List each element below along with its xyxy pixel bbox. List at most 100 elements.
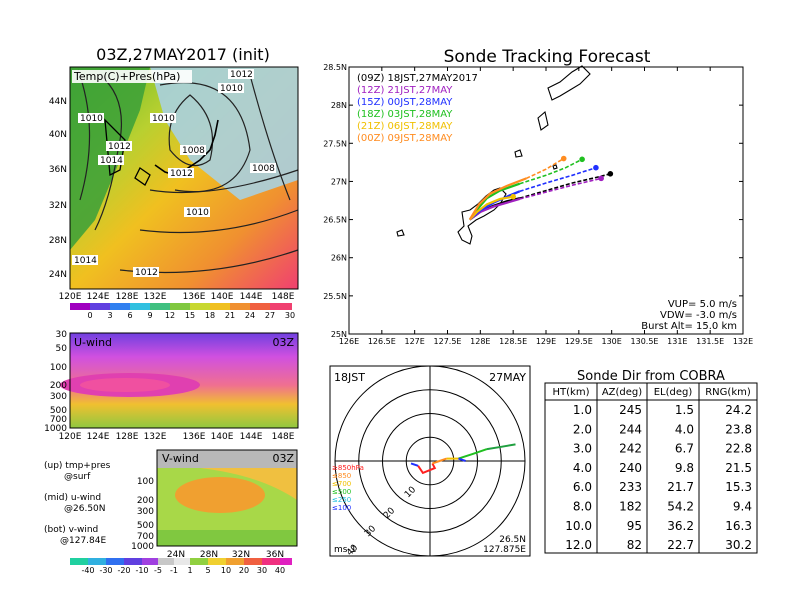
colorbar-tick: 12 [165,311,175,320]
colorbar-tick: 24 [245,311,255,320]
colorbar-tick: 6 [127,311,132,320]
table-cell: 10.0 [565,519,592,533]
polar-time: 18JST [334,371,365,384]
table-cell: 4.0 [675,422,694,436]
polar-unit: ms-1 [334,545,356,555]
pressure-legend-item: ≤700 [332,480,351,488]
legend-entry: (00Z) 09JST,28MAY [357,133,453,144]
track-line-dashed [519,166,597,193]
table-cell: 22.7 [667,538,694,552]
x-tick-label: 131E [667,337,687,346]
table-cell: 182 [619,500,642,514]
track-series [468,155,614,221]
pressure-legend: ≥850hPa ≤850 ≤700 ≤500 ≤250 ≤100 [332,464,364,512]
isobar-label: 1010 [80,114,103,124]
table-cell: 22.8 [725,442,752,456]
isobar-label: 1010 [152,114,175,124]
colorbar-tick: 21 [225,311,235,320]
table-cell: 9.4 [733,500,752,514]
lon-tick: 140E [211,432,234,442]
table-cell: 240 [619,461,642,475]
pressure-tick: 100 [50,363,67,373]
map-label: Temp(C)+Pres(hPa) [73,70,180,83]
pressure-tick: 200 [50,381,67,391]
lon-tick: 136E [183,292,206,302]
isobar-label: 1012 [108,142,131,152]
v-wind-time: 03Z [272,452,294,465]
y-tick-label: 26N [331,254,347,263]
note-line: (up) tmp+pres [44,461,111,471]
lon-tick: 124E [87,432,110,442]
hodograph-segment [410,462,419,467]
hodograph-segment [458,457,466,462]
track-endpoint [510,193,516,200]
note-line: @26.50N [64,504,106,514]
x-tick-label: 126E [339,337,359,346]
lat-tick: 24N [167,550,185,560]
x-tick-label: 128E [470,337,490,346]
wind-colorbar: -40 -30 -20 -10 -5 -1 1 5 10 20 30 40 [70,558,292,575]
temp-pressure-map: Temp(C)+Pres(hPa) 1012 1010 1010 1010 10… [49,66,299,302]
table-cell: 9.8 [675,461,694,475]
track-line-dashed [519,173,611,199]
lon-tick: 148E [272,292,295,302]
table-cell: 3.0 [573,442,592,456]
colorbar-tick: -1 [170,566,178,575]
polar-lon: 127.875E [483,545,526,555]
legend-entry: (21Z) 06JST,28MAY [357,121,453,132]
isobar-label: 1012 [230,70,253,80]
pressure-tick: 500 [137,521,154,531]
pressure-legend-item: ≤100 [332,504,351,512]
table-header: AZ(deg) [602,387,642,398]
lon-tick: 120E [59,432,82,442]
table-cell: 95 [627,519,642,533]
colorbar-tick: 0 [87,311,92,320]
track-legend: (09Z) 18JST,27MAY2017 (12Z) 21JST,27MAY … [357,73,478,144]
lon-tick: 124E [87,292,110,302]
colorbar-tick: 27 [265,311,275,320]
table-cell: 12.0 [565,538,592,552]
table-cell: 6.0 [573,480,592,494]
table-cell: 8.0 [573,500,592,514]
table-cell: 16.3 [725,519,752,533]
pressure-tick: 30 [56,330,68,340]
table-cell: 15.3 [725,480,752,494]
note-line: @127.84E [60,536,106,546]
table-cell: 2.0 [573,422,592,436]
lon-tick: 132E [144,432,167,442]
table-header: RNG(km) [705,387,751,398]
pressure-tick: 1000 [44,424,67,434]
pressure-tick: 500 [50,406,67,416]
param-line: VUP= 5.0 m/s [668,299,737,310]
v-wind-label: V-wind [162,452,199,465]
lon-tick: 148E [272,432,295,442]
u-wind-label: U-wind [74,336,112,349]
hodograph-segment [458,448,488,460]
y-tick-label: 28N [331,101,347,110]
x-tick-label: 126.5E [368,337,396,346]
lat-tick: 40N [49,130,67,140]
table-cell: 4.0 [573,461,592,475]
colorbar-tick: 10 [221,566,231,575]
x-tick-label: 129E [536,337,556,346]
lon-tick: 128E [116,432,139,442]
pressure-tick: 700 [50,415,67,425]
colorbar-tick: 5 [205,566,210,575]
lon-tick: 144E [240,432,263,442]
table-cell: 1.5 [675,403,694,417]
pressure-legend-item: ≥850hPa [332,464,364,472]
colorbar-tick: -10 [135,566,148,575]
track-params: VUP= 5.0 m/s VDW= -3.0 m/s Burst Alt= 15… [641,299,737,332]
pressure-legend-item: ≤850 [332,472,351,480]
x-tick-label: 130E [602,337,622,346]
track-axes: 126E 126.5E 127E 127.5E 128E 128.5E 129E 129.5E… [323,63,753,346]
track-endpoint [598,175,604,182]
table-cell: 82 [627,538,642,552]
lat-tick: 24N [49,270,67,280]
lon-tick: 132E [144,292,167,302]
colorbar-tick: 3 [107,311,112,320]
lon-tick: 144E [240,292,263,302]
x-tick-label: 130.5E [631,337,659,346]
colorbar-tick: -20 [117,566,130,575]
